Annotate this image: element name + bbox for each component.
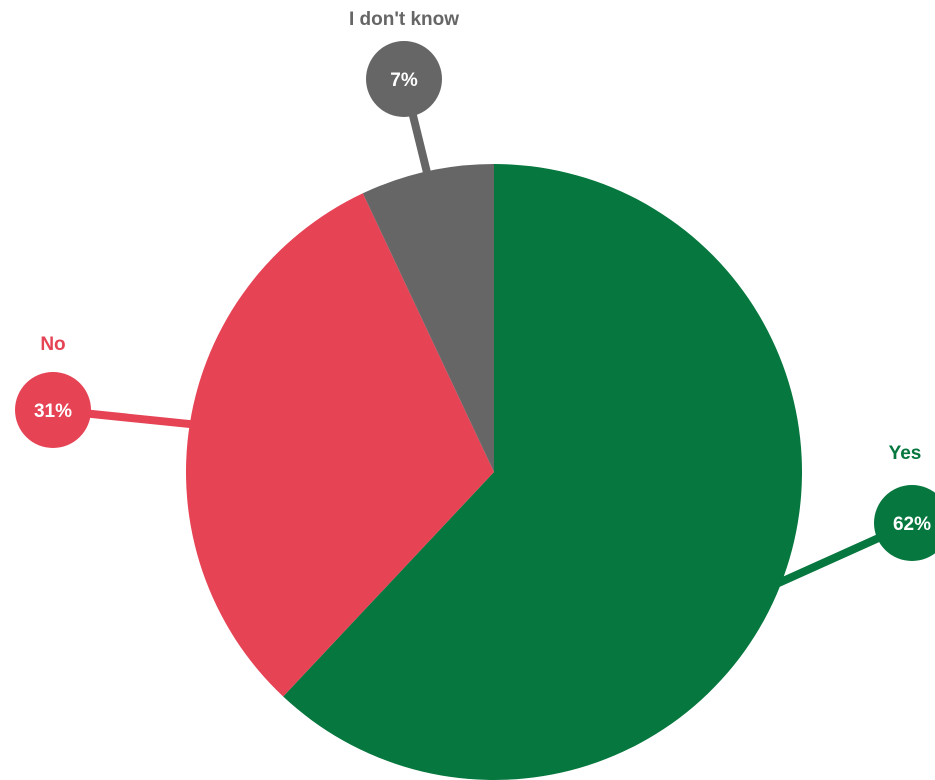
callout-bubble-i-don-t-know (366, 41, 442, 117)
callouts-layer: 62% Yes 31% No 7% I don't know (15, 9, 935, 588)
pie-slice-yes (283, 164, 802, 780)
percent-label-i-don-t-know: 7% (390, 70, 418, 91)
pie-slice-i-don-t-know (362, 163, 494, 472)
pie-slice-no (185, 193, 494, 697)
percent-label-yes: 62% (893, 514, 931, 535)
category-label-i-don-t-know: I don't know (349, 9, 459, 30)
category-label-no: No (40, 334, 65, 355)
category-label-yes: Yes (889, 443, 922, 464)
slices-layer (185, 163, 802, 780)
percent-label-no: 31% (34, 401, 72, 422)
callout-bubble-no (15, 372, 91, 448)
callout-bubble-yes (874, 485, 935, 561)
